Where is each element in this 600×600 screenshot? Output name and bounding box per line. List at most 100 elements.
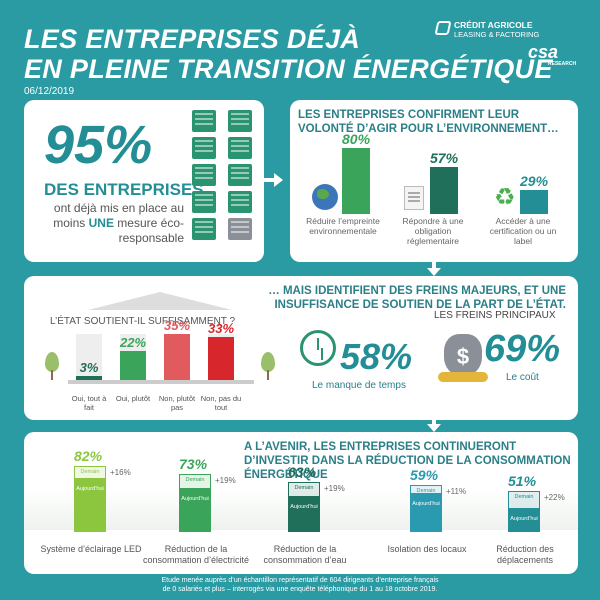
publication-date: 06/12/2019 [24,86,75,97]
answer-label: Oui, plutôt [115,394,151,403]
demain-label: Demain [80,469,100,475]
answer-value: 3% [79,360,99,375]
action-bar-0: 80% [342,131,370,214]
principal-freins-title: LES FREINS PRINCIPAUX [434,310,556,321]
connector-line [432,260,436,270]
answer-bar-1: 22% [120,335,146,380]
answer-value: 35% [163,318,191,333]
stat-95-headline: DES ENTREPRISES [44,180,204,199]
building-grey-icon [228,218,252,240]
building-icon [228,164,252,186]
stat-95-card: 95% DES ENTREPRISES ont déjà mis en plac… [24,100,264,262]
increase-label: +16% [110,468,131,477]
freins-title: … MAIS IDENTIFIENT DES FREINS MAJEURS, E… [268,285,566,311]
actions-title: LES ENTREPRISES CONFIRMENT LEUR VOLONTÉ … [298,109,559,135]
desc-part-a: ont déjà mis en place au moins [53,201,184,230]
action-bar-2: 29% [520,173,548,214]
state-building-roof [88,292,232,310]
today-bar: Aujourd’hui [410,494,442,532]
csa-sub: RESEARCH [548,61,577,67]
avenir-label: Réduction de la consommation d’électrici… [142,544,250,565]
action-value: 80% [342,131,371,147]
answer-value: 22% [119,335,147,350]
money-bag-icon: $ [444,334,482,376]
avenir-card: A L’AVENIR, LES ENTREPRISES CONTINUERONT… [24,432,578,574]
brand-line-2: LEASING & FACTORING [454,30,540,39]
desc-part-b: mesure éco-responsable [117,216,184,245]
demain-bar: Demain [410,485,442,494]
answer-bar-3: 33% [208,321,234,380]
avenir-value: 63% [288,464,317,480]
avenir-label: Isolation des locaux [387,544,467,554]
building-icon [192,137,216,159]
avenir-label: Réduction de la consommation d’eau [263,544,347,565]
temps-value: 58% [340,336,413,377]
answer-value: 33% [207,321,235,336]
footer-line-1: Etude menée auprès d’un échantillon repr… [161,577,439,584]
tree-icon [258,352,278,380]
today-label: Aujourd’hui [181,496,209,502]
page-title: LES ENTREPRISES DÉJÀ EN PLEINE TRANSITIO… [24,24,553,84]
globe-icon [312,184,338,210]
increase-label: +19% [324,484,345,493]
actions-card: LES ENTREPRISES CONFIRMENT LEUR VOLONTÉ … [290,100,578,262]
action-value: 57% [430,150,459,166]
avenir-value: 82% [74,448,103,464]
building-icon [192,218,216,240]
demain-label: Demain [514,494,534,500]
connector-line [432,418,436,426]
csa-logo: csa RESEARCH [528,42,576,67]
action-label: Répondre à une obligation réglementaire [402,216,464,246]
recycle-icon: ♻ [494,184,516,211]
answer-label: Non, plutôt pas [158,394,196,412]
tree-icon [42,352,62,380]
today-label: Aujourd’hui [412,501,440,507]
demain-bar: Demain [288,482,320,497]
avenir-value: 73% [179,456,208,472]
today-bar: Aujourd’hui [288,497,320,532]
today-bar: Aujourd’hui [74,479,106,532]
title-line-2: EN PLEINE TRANSITION ÉNERGÉTIQUE [24,54,553,84]
increase-label: +22% [544,493,565,502]
stat-95-description: ont déjà mis en place au moins UNE mesur… [44,201,184,246]
freins-card: … MAIS IDENTIFIENT DES FREINS MAJEURS, E… [24,276,578,420]
credit-agricole-logo: CRÉDIT AGRICOLE LEASING & FACTORING [434,20,540,40]
demain-label: Demain [294,485,314,491]
action-label: Réduire l’empreinte environnementale [306,216,380,236]
action-bar-fill [430,167,458,214]
desc-emphasis: UNE [88,216,114,230]
answer-bar-0: 3% [76,360,102,380]
coins-icon [438,372,488,382]
building-icon [192,191,216,213]
building-icon [228,137,252,159]
state-building-base [68,380,254,384]
building-icon [228,110,252,132]
demain-bar: Demain [508,491,540,509]
avenir-label: Système d’éclairage LED [40,544,142,554]
increase-label: +11% [446,487,467,496]
building-icon [192,110,216,132]
action-bar-1: 57% [430,150,458,214]
avenir-value: 51% [508,473,537,489]
arrow-down-icon [427,268,441,276]
demain-label: Demain [185,477,205,483]
arrow-down-icon [427,424,441,432]
answer-label: Non, pas du tout [200,394,242,412]
column-shape [76,334,102,380]
connector-line [262,178,276,182]
today-label: Aujourd’hui [76,486,104,492]
ca-logo-icon [434,21,452,35]
avenir-label: Réduction des déplacements [496,544,554,565]
demain-bar: Demain [179,474,211,489]
title-line-1: LES ENTREPRISES DÉJÀ [24,24,361,54]
state-question: L’ÉTAT SOUTIENT-IL SUFFISAMMENT ? [50,316,236,327]
brand-line-1: CRÉDIT AGRICOLE [454,20,533,30]
answer-bar-2: 35% [164,318,190,380]
arrow-right-icon [274,173,283,187]
currency-symbol: $ [456,344,470,369]
action-value: 29% [520,173,549,189]
action-label: Accéder à une certification ou un label [489,216,557,246]
avenir-title: A L’AVENIR, LES ENTREPRISES CONTINUERONT… [244,441,571,481]
building-pictogram [192,110,258,240]
action-bar-fill [342,148,370,214]
